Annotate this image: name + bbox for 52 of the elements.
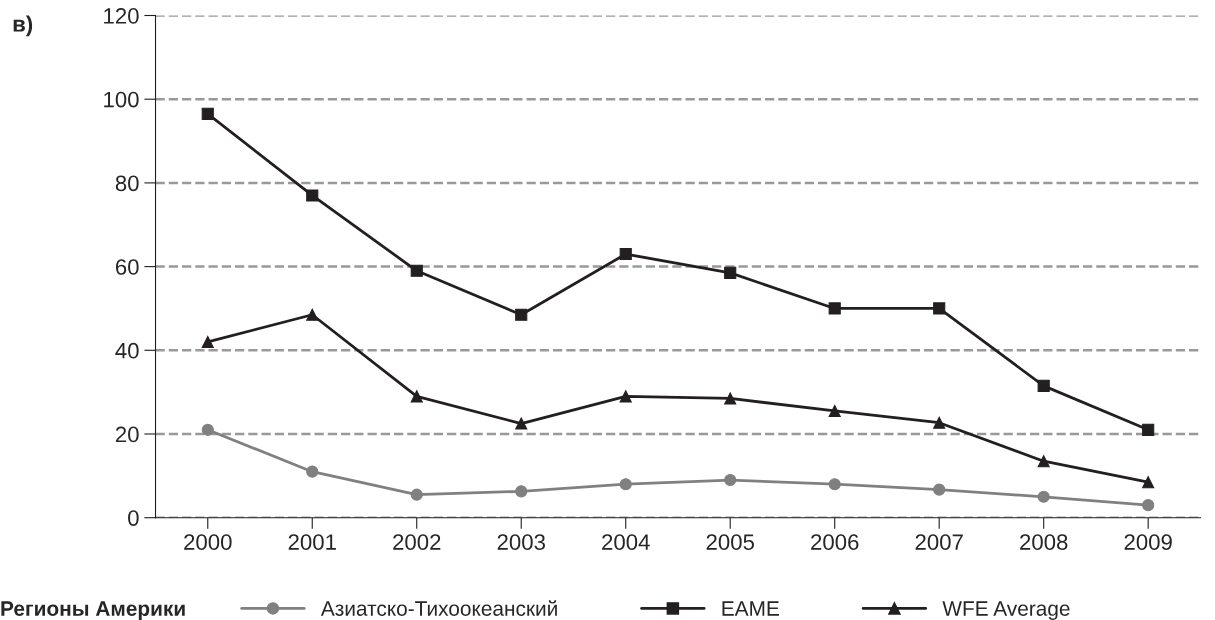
y-tick-label: 80 [115, 175, 139, 192]
y-tick-label: 120 [104, 8, 139, 24]
x-tick-label: 2007 [915, 534, 963, 550]
point [724, 392, 737, 405]
x-tick-label: 2002 [393, 534, 441, 550]
legend-label: WFE Average [942, 601, 1070, 620]
x-tick-label: 2009 [1124, 534, 1172, 550]
x-tick-label: 2004 [602, 534, 650, 550]
point [410, 488, 423, 501]
point [515, 485, 528, 498]
x-tick-label: 2008 [1020, 534, 1068, 550]
point [410, 390, 423, 403]
y-tick-label: 0 [128, 510, 139, 526]
y-tick-label: 60 [115, 259, 139, 275]
point [306, 308, 319, 321]
point [201, 423, 214, 436]
point [1037, 455, 1050, 468]
y-tick-label: 40 [115, 342, 139, 359]
point [724, 266, 737, 279]
point [1142, 476, 1155, 489]
point [1037, 379, 1050, 392]
legend-label: Азиатско-Тихоокеанский [320, 600, 557, 616]
point [619, 390, 632, 403]
point [1142, 423, 1155, 436]
point [515, 417, 528, 430]
point [515, 308, 528, 321]
point [619, 247, 632, 261]
x-tick-label: 2000 [184, 534, 232, 550]
point [1142, 499, 1155, 512]
point [933, 483, 946, 496]
legend-title: Регионы Америки [1, 601, 185, 620]
y-tick-label: 100 [104, 91, 139, 108]
point [724, 473, 737, 487]
point [410, 264, 423, 277]
y-tick-label: 20 [115, 426, 139, 443]
point [306, 465, 319, 478]
point [933, 416, 946, 429]
point [828, 302, 841, 315]
point [306, 189, 319, 202]
x-tick-label: 2005 [706, 534, 754, 550]
point [201, 107, 214, 120]
point [828, 404, 841, 418]
point [828, 478, 841, 491]
point [933, 302, 946, 315]
point [619, 478, 632, 491]
point [201, 335, 214, 349]
legend-label: EAME [722, 601, 779, 616]
point [1037, 490, 1050, 503]
x-tick-label: 2006 [811, 534, 859, 550]
text: в) [13, 15, 33, 37]
x-tick-label: 2003 [497, 534, 545, 550]
x-tick-label: 2001 [288, 534, 336, 550]
